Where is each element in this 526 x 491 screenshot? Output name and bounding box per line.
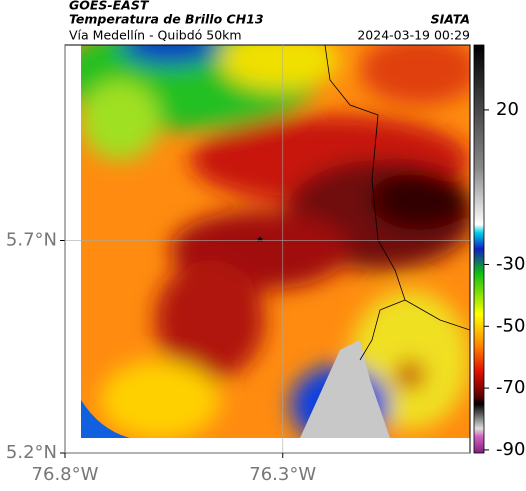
brand: SIATA <box>431 12 470 27</box>
colorbar-tick-label: -50 <box>496 315 525 336</box>
colorbar <box>473 44 485 454</box>
satellite-image <box>81 45 470 438</box>
timestamp: 2024-03-19 00:29 <box>357 28 470 43</box>
colorbar-tick-label: 20 <box>496 99 519 120</box>
source: GOES-EAST <box>69 0 150 13</box>
lat-tick-label: 5.2°N <box>6 442 57 463</box>
lon-tick-label: 76.3°W <box>249 464 316 485</box>
colorbar-tick-label: -30 <box>496 253 525 274</box>
lon-tick-label: 76.8°W <box>32 464 99 485</box>
colorbar-tick-label: -90 <box>496 439 525 460</box>
lat-tick-label: 5.7°N <box>6 230 57 251</box>
colorbar-tick-label: -70 <box>496 377 525 398</box>
subtitle: Vía Medellín - Quibdó 50km <box>69 28 242 43</box>
title: Temperatura de Brillo CH13 <box>69 12 264 27</box>
